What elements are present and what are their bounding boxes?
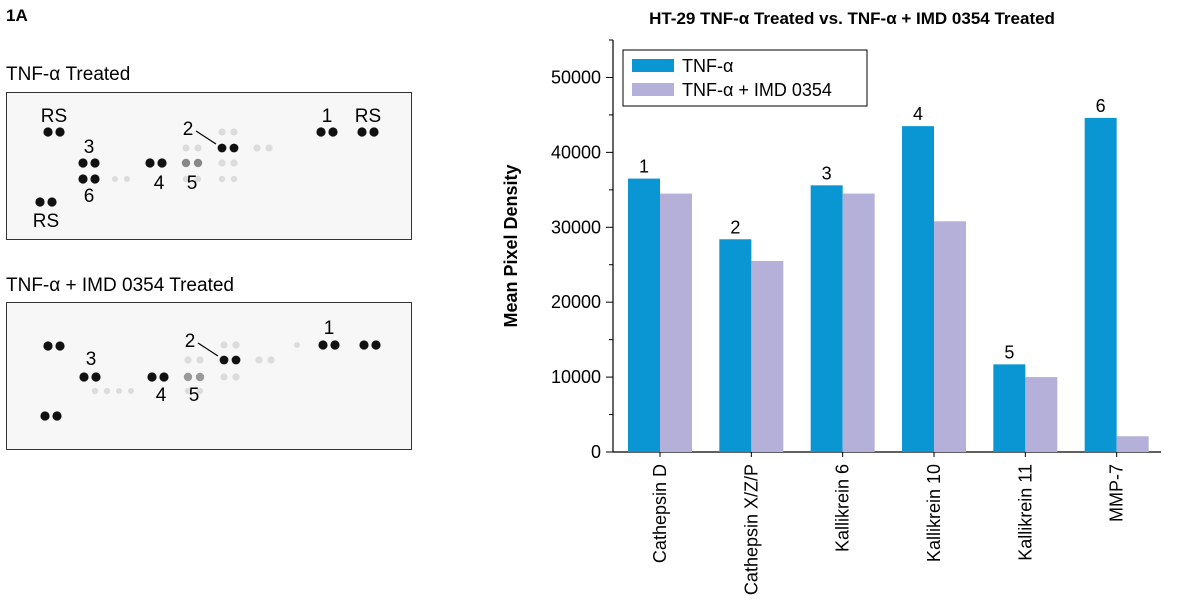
x-tick-label: Cathepsin X/Z/P [741, 464, 761, 595]
spot [318, 340, 328, 350]
spot [330, 340, 340, 350]
spot [91, 372, 101, 382]
bar-tnf [993, 364, 1026, 452]
blot-label-2: 2 [183, 119, 194, 140]
blot-label-5: 5 [189, 385, 200, 406]
legend-label: TNF-α [682, 56, 733, 76]
spot [52, 411, 62, 421]
spot [369, 127, 379, 137]
blot-label-6: 6 [84, 186, 95, 207]
spot [55, 341, 65, 351]
blot-label-1: 1 [322, 106, 333, 127]
spot [40, 411, 50, 421]
blot-label-rs: RS [33, 211, 59, 232]
x-tick-label: Kallikrein 10 [924, 464, 944, 562]
spot [357, 127, 367, 137]
blot-title-tnf: TNF-α Treated [6, 64, 131, 85]
bar-number-label: 4 [913, 104, 923, 124]
blot-label-3: 3 [86, 349, 97, 370]
spot [35, 197, 45, 207]
spot [183, 372, 193, 382]
spot [195, 372, 205, 382]
chart-title: HT-29 TNF-α Treated vs. TNF-α + IMD 0354… [649, 9, 1055, 28]
spot [328, 127, 338, 137]
spot [147, 372, 157, 382]
spot [78, 158, 88, 168]
blot-title-tnf-imd: TNF-α + IMD 0354 Treated [6, 275, 234, 296]
bar-number-label: 6 [1096, 96, 1106, 116]
x-tick-label: Kallikrein 11 [1015, 464, 1035, 561]
blot-label-2: 2 [185, 331, 196, 352]
spot [371, 340, 381, 350]
spot [229, 143, 239, 153]
blot-membrane-tnf-imd: 1 2 3 4 5 [6, 302, 412, 450]
figure-label: 1A [6, 6, 28, 25]
blot-label-5: 5 [187, 173, 198, 194]
bar-number-label: 1 [639, 157, 649, 177]
bar-tnf [1084, 117, 1117, 452]
bar-tnf [628, 178, 660, 452]
blot-membrane-tnf: RS 1 RS 2 3 4 5 6 RS [6, 92, 412, 240]
legend: TNF-α TNF-α + IMD 0354 [622, 49, 868, 107]
spot [193, 158, 203, 168]
bar-tnf-imd [751, 260, 784, 452]
y-tick-label: 40000 [551, 142, 601, 162]
blot-spots-tnf: RS 1 RS 2 3 4 5 6 RS [33, 106, 381, 232]
spot [157, 158, 167, 168]
spot [231, 355, 241, 365]
spot [219, 355, 229, 365]
blot-label-4: 4 [156, 385, 167, 406]
y-tick-label: 10000 [551, 367, 601, 387]
spot [78, 174, 88, 184]
x-tick-label: Cathepsin D [650, 464, 670, 563]
bar-number-label: 2 [730, 217, 740, 237]
y-tick-label: 50000 [551, 67, 601, 87]
bar-tnf-imd [934, 221, 966, 452]
faint-spots [112, 128, 273, 183]
faint-spots [91, 341, 300, 395]
y-tick-label: 20000 [551, 292, 601, 312]
legend-label: TNF-α + IMD 0354 [682, 80, 832, 100]
blot-label-1: 1 [324, 318, 335, 339]
spot [145, 158, 155, 168]
blot-spots-tnf-imd: 1 2 3 4 5 [40, 318, 381, 421]
blot-label-rs: RS [355, 106, 381, 127]
spot [43, 341, 53, 351]
leader-line [195, 130, 217, 145]
blot-label-rs: RS [41, 106, 67, 127]
bar-tnf-imd [660, 193, 692, 452]
spot [359, 340, 369, 350]
bars: 1 2 3 4 5 6 [628, 96, 1149, 453]
spot [181, 158, 191, 168]
bar-tnf-imd [1025, 377, 1058, 452]
bar-tnf [719, 239, 752, 452]
y-tick-label: 30000 [551, 217, 601, 237]
x-tick-label: MMP-7 [1107, 464, 1127, 522]
spot [79, 372, 89, 382]
spot [55, 127, 65, 137]
bar-tnf [902, 126, 934, 453]
bar-chart: HT-29 TNF-α Treated vs. TNF-α + IMD 0354… [501, 9, 1161, 595]
bar-tnf-imd [842, 193, 875, 452]
blot-label-3: 3 [84, 137, 95, 158]
bar-tnf-imd [1116, 436, 1149, 452]
y-tick-label: 0 [591, 442, 601, 462]
leader-line [197, 342, 219, 357]
y-axis-label: Mean Pixel Density [501, 164, 521, 327]
blot-label-4: 4 [154, 173, 165, 194]
bar-number-label: 5 [1004, 342, 1014, 362]
spot [90, 158, 100, 168]
bar-number-label: 3 [822, 163, 832, 183]
legend-swatch [632, 59, 674, 72]
bar-tnf [810, 185, 843, 452]
x-tick-label: Kallikrein 6 [833, 464, 853, 552]
axes: 0 10000 20000 30000 40000 50000 Cathepsin D Cat… [551, 39, 1161, 595]
spot [90, 174, 100, 184]
spot [47, 197, 57, 207]
legend-swatch [632, 83, 674, 96]
spot [316, 127, 326, 137]
spot [159, 372, 169, 382]
spot [43, 127, 53, 137]
spot [217, 143, 227, 153]
